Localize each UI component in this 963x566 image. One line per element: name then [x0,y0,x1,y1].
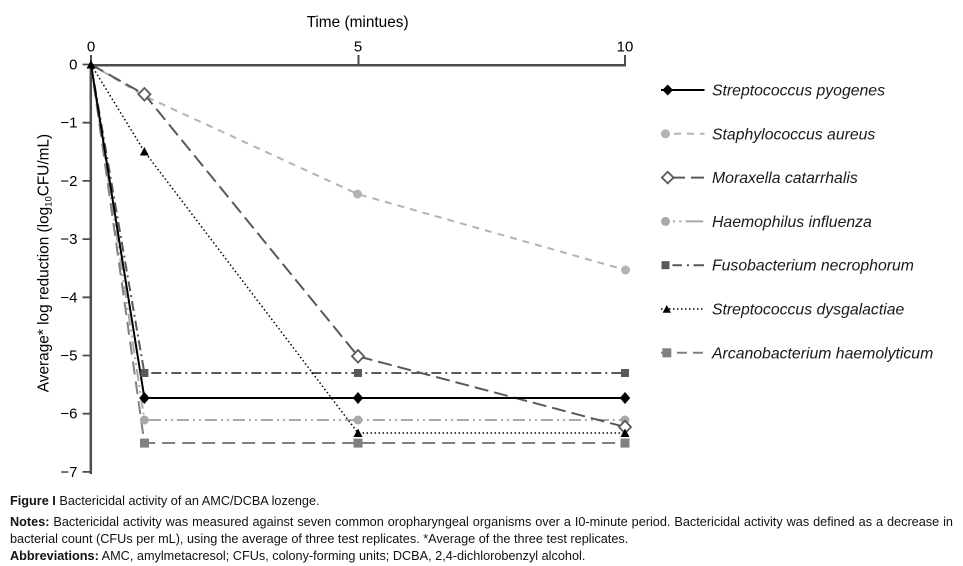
svg-text:Staphylococcus aureus: Staphylococcus aureus [712,126,875,143]
svg-text:−6: −6 [60,406,77,423]
svg-text:5: 5 [354,39,362,56]
svg-text:Time (mintues): Time (mintues) [307,14,409,31]
svg-text:Arcanobacterium haemolyticum: Arcanobacterium haemolyticum [711,345,933,362]
svg-text:−1: −1 [60,115,77,132]
svg-text:−3: −3 [60,231,77,248]
svg-text:Moraxella catarrhalis: Moraxella catarrhalis [712,170,858,187]
svg-text:0: 0 [69,57,77,74]
svg-text:−5: −5 [60,348,77,365]
svg-text:10: 10 [617,39,634,56]
svg-text:−2: −2 [60,173,77,190]
svg-text:Streptococcus dysgalactiae: Streptococcus dysgalactiae [712,302,905,319]
svg-text:Streptococcus pyogenes: Streptococcus pyogenes [712,83,885,100]
svg-text:Fusobacterium necrophorum: Fusobacterium necrophorum [712,258,914,275]
svg-text:Average* log reduction (log10C: Average* log reduction (log10CFU/mL) [36,134,55,392]
svg-text:Haemophilus influenza: Haemophilus influenza [712,214,872,231]
svg-text:−7: −7 [60,464,77,481]
svg-text:0: 0 [87,39,95,56]
svg-text:−4: −4 [60,289,77,306]
